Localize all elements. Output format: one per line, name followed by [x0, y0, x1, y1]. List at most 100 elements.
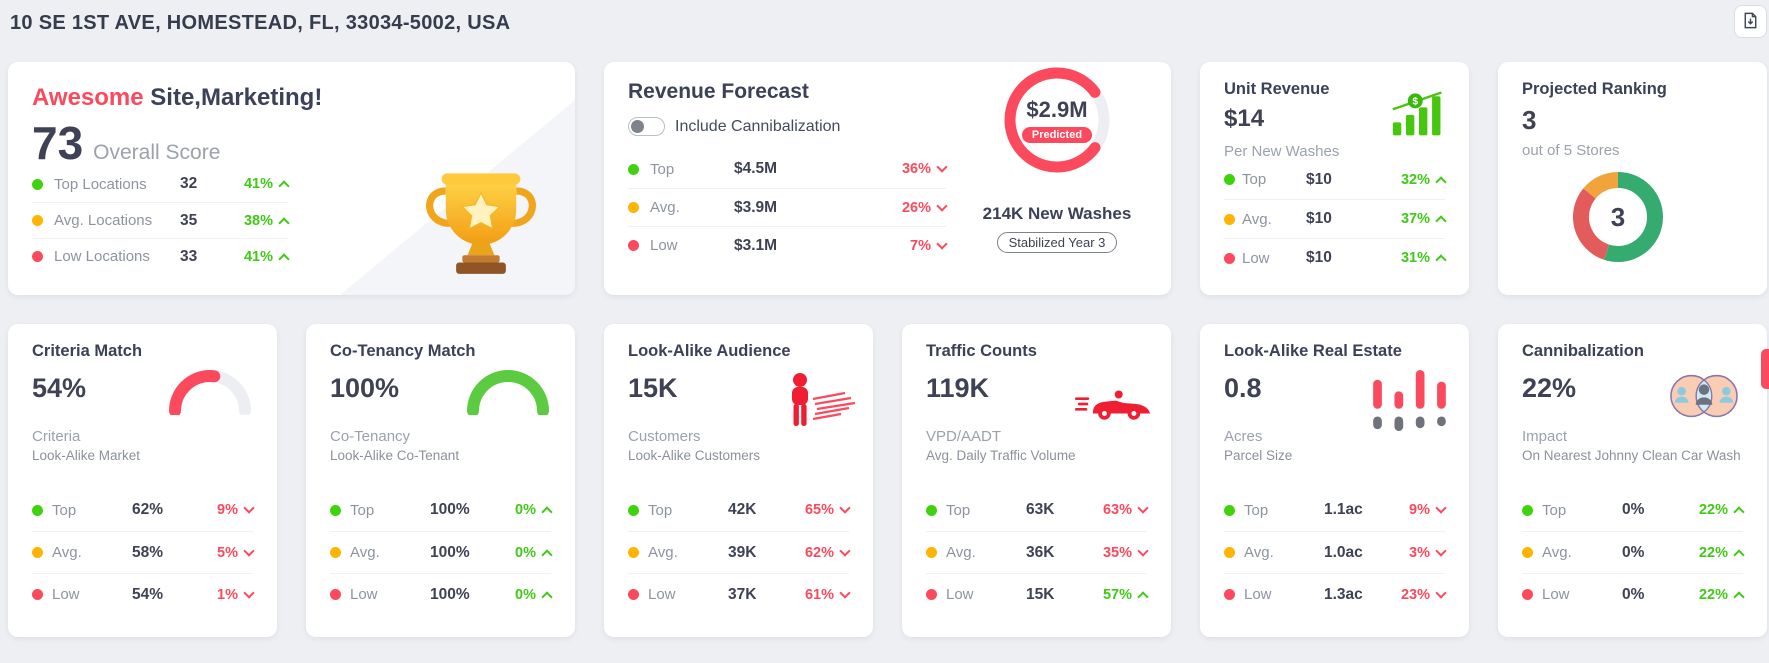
real-estate-title: Look-Alike Real Estate	[1224, 342, 1402, 360]
unit-revenue-subtitle: Per New Washes	[1224, 143, 1340, 160]
tier-value: 54%	[132, 585, 164, 603]
trend-chevron-icon	[1137, 590, 1149, 603]
metric-row-top: Top 0% 22%	[1522, 489, 1745, 531]
trend-chevron-icon	[278, 180, 290, 192]
tier-trend: 62%	[805, 545, 851, 561]
low-dot	[32, 589, 43, 600]
trend-chevron-icon	[1435, 175, 1447, 188]
low-dot	[1224, 252, 1235, 264]
tier-label: Avg. Locations	[54, 212, 153, 229]
tier-value: 58%	[132, 543, 164, 561]
tier-label: Low Locations	[54, 248, 150, 265]
download-report-button[interactable]	[1734, 5, 1767, 38]
svg-text:$: $	[1412, 97, 1418, 108]
low-dot	[330, 589, 341, 600]
tier-label: Top	[52, 501, 77, 519]
trend-chevron-icon	[936, 237, 948, 250]
trend-chevron-icon	[278, 216, 290, 229]
real-estate-value: 0.8	[1224, 373, 1262, 403]
tier-trend: 36%	[902, 161, 948, 177]
tier-trend: 23%	[1401, 587, 1447, 603]
tier-value: 33	[180, 247, 198, 265]
top-dot	[628, 504, 639, 516]
tier-trend: 37%	[1401, 211, 1447, 227]
top-dot	[32, 178, 43, 190]
low-dot	[926, 589, 937, 600]
avg-dot	[1522, 547, 1533, 558]
metric-row-low: Low Locations 33 41%	[32, 238, 290, 274]
tier-value: 100%	[430, 543, 470, 561]
tier-trend: 38%	[244, 213, 290, 229]
avg-dot	[1224, 213, 1235, 225]
tier-trend: 22%	[1699, 502, 1745, 518]
tier-value: 0%	[1622, 501, 1645, 518]
top-cards-row: Awesome Site,Marketing! 73 Overall Score	[8, 62, 1769, 295]
stabilized-year-pill: Stabilized Year 3	[996, 232, 1118, 253]
tier-trend: 41%	[244, 176, 290, 192]
criteria-gauge-chart	[167, 369, 253, 420]
tier-label: Top	[1542, 501, 1567, 519]
include-cannibalization-toggle[interactable]	[628, 117, 665, 136]
overall-score: 73 Overall Score	[32, 120, 551, 166]
card-look-alike-real-estate: Look-Alike Real Estate 0.8 Acres Parcel	[1200, 324, 1469, 637]
card-cannibalization: Cannibalization 22% Impact On Neare	[1498, 324, 1767, 637]
tier-trend: 7%	[910, 237, 948, 254]
trend-chevron-icon	[936, 161, 948, 173]
trend-chevron-icon	[1137, 544, 1149, 557]
bars-chart-icon	[1369, 370, 1449, 437]
tier-trend: 35%	[1103, 544, 1149, 561]
tier-label: Low	[648, 586, 676, 603]
metric-row-top: Top 63K 63%	[926, 489, 1149, 531]
site-address: 10 SE 1ST AVE, HOMESTEAD, FL, 33034-5002…	[10, 12, 511, 34]
low-dot	[628, 589, 639, 600]
metric-row-avg: Avg. 36K 35%	[926, 531, 1149, 573]
tier-label: Avg.	[650, 199, 680, 216]
projected-ranking-title: Projected Ranking	[1522, 80, 1667, 98]
tier-trend: 3%	[1409, 545, 1447, 561]
trend-chevron-icon	[243, 502, 255, 514]
tier-value: 32	[180, 175, 198, 192]
tier-value: $10	[1306, 210, 1332, 227]
tier-label: Top	[1244, 501, 1269, 519]
projected-ranking-value: 3	[1522, 105, 1537, 135]
trend-chevron-icon	[541, 590, 553, 603]
tier-trend: 61%	[805, 587, 851, 603]
tier-label: Top	[1242, 171, 1267, 188]
card-site-marketing: Awesome Site,Marketing! 73 Overall Score	[8, 62, 575, 295]
metric-row-avg: Avg. Locations 35 38%	[32, 202, 290, 238]
unit-revenue-title: Unit Revenue	[1224, 80, 1330, 98]
metric-row-avg: Avg. 1.0ac 3%	[1224, 531, 1447, 573]
tier-label: Top Locations	[54, 175, 147, 193]
metric-row-avg: Avg. 0% 22%	[1522, 531, 1745, 573]
tier-label: Low	[1542, 586, 1570, 603]
metric-row-low: Low 0% 22%	[1522, 573, 1745, 615]
metric-row-low: Low 100% 0%	[330, 573, 553, 615]
tier-value: 37K	[728, 585, 757, 603]
metric-row-avg: Avg. $10 37%	[1224, 199, 1447, 238]
trend-chevron-icon	[1137, 502, 1149, 514]
tier-label: Low	[350, 586, 378, 603]
tier-label: Top	[648, 501, 673, 519]
trend-chevron-icon	[1733, 506, 1745, 518]
tier-value: 62%	[132, 501, 164, 518]
side-panel-tab[interactable]	[1761, 349, 1769, 389]
tier-label: Top	[350, 501, 375, 519]
trend-chevron-icon	[1435, 254, 1447, 266]
top-dot	[1522, 504, 1533, 516]
top-dot	[926, 504, 937, 516]
growth-bars-dollar-icon: $	[1391, 88, 1447, 143]
revenue-donut-block: $2.9M Predicted 214K New Washes Stabiliz…	[957, 64, 1157, 253]
real-estate-sub2: Parcel Size	[1224, 448, 1293, 463]
metric-row-top: Top $4.5M 36%	[628, 150, 948, 188]
tier-label: Top	[946, 501, 971, 519]
audience-value: 15K	[628, 373, 678, 403]
metric-row-top: Top 42K 65%	[628, 489, 851, 531]
tier-trend: 31%	[1401, 250, 1447, 266]
tier-trend: 0%	[515, 587, 553, 603]
avg-dot	[926, 547, 937, 558]
criteria-match-value: 54%	[32, 373, 87, 403]
criteria-match-title: Criteria Match	[32, 342, 143, 360]
metric-row-low: Low 54% 1%	[32, 573, 255, 615]
metric-row-low: Low 15K 57%	[926, 573, 1149, 615]
trend-chevron-icon	[541, 506, 553, 518]
